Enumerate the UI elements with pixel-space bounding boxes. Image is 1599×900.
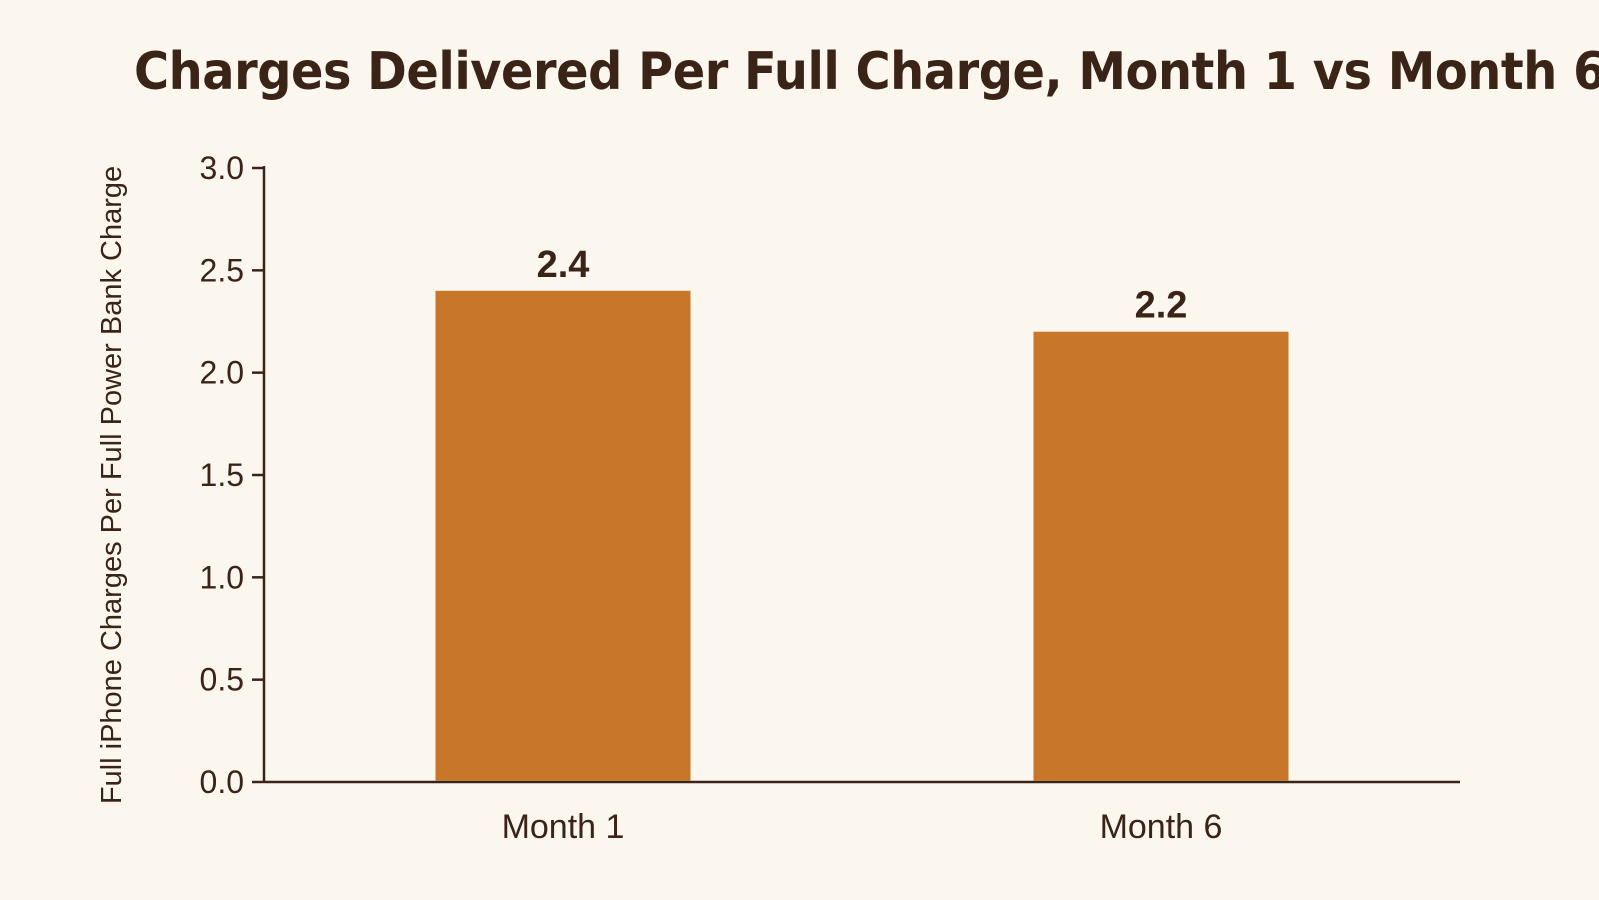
y-tick-label: 0.0 <box>200 764 244 800</box>
y-tick-label: 1.0 <box>200 559 244 595</box>
x-category-label: Month 1 <box>502 808 625 846</box>
y-tick-label: 0.5 <box>200 662 244 698</box>
x-axis: Month 1 Month 6 <box>264 780 1460 846</box>
bars: 2.4 2.2 <box>435 244 1289 781</box>
y-tick-label: 3.0 <box>200 150 244 186</box>
y-tick-label: 2.0 <box>200 355 244 391</box>
bar-value-label: 2.2 <box>1135 285 1188 327</box>
y-axis: 0.0 0.5 1.0 1.5 2.0 2.5 3.0 <box>200 150 266 800</box>
x-category-label: Month 6 <box>1100 808 1223 846</box>
chart-title-text: Charges Delivered Per Full Charge, Month… <box>133 42 1599 102</box>
bar-value-label: 2.4 <box>537 244 590 286</box>
y-tick-label: 2.5 <box>200 252 244 288</box>
bar-month-1 <box>435 290 691 781</box>
y-axis-title: Full iPhone Charges Per Full Power Bank … <box>96 166 128 804</box>
bar-month-6 <box>1033 331 1289 781</box>
chart-title: Charges Delivered Per Full Charge, Month… <box>0 42 1599 102</box>
y-tick-label: 1.5 <box>200 457 244 493</box>
